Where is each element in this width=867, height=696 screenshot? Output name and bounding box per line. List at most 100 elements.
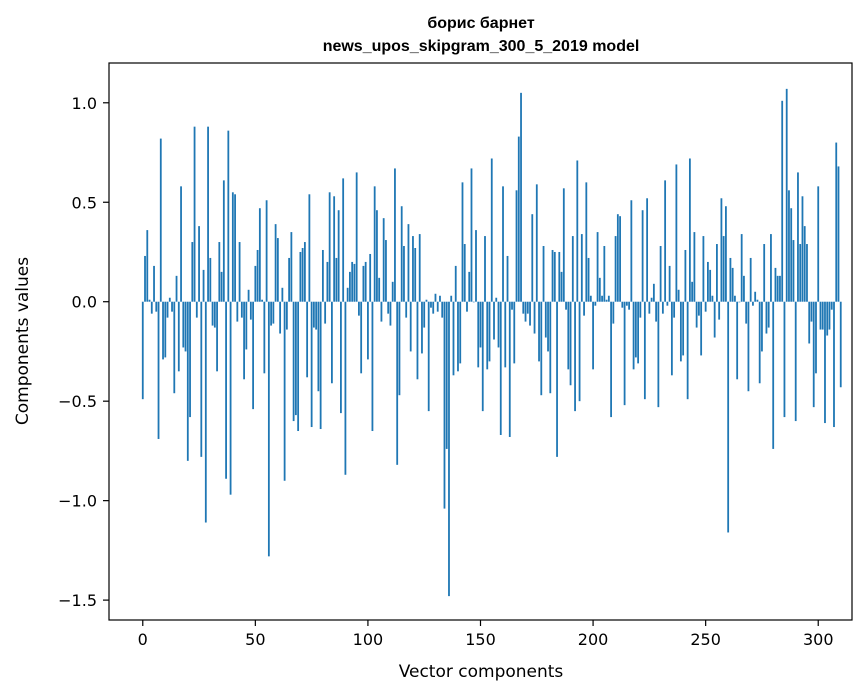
bar (495, 297, 498, 302)
bar (716, 244, 718, 302)
bar (497, 301, 500, 348)
bar (222, 180, 225, 302)
bar (180, 186, 182, 302)
bar (583, 301, 585, 316)
bar (243, 301, 245, 380)
bar (283, 301, 286, 481)
bar (279, 301, 282, 334)
bar (693, 232, 696, 302)
bar (839, 301, 842, 388)
bar (616, 214, 619, 302)
bar (594, 301, 597, 306)
bar (153, 265, 155, 302)
bar (664, 180, 667, 302)
bar (574, 301, 576, 412)
bar (299, 251, 302, 302)
bar (461, 182, 464, 302)
bar (673, 301, 676, 318)
bar (195, 301, 198, 318)
bar (216, 301, 218, 372)
bar (797, 172, 799, 302)
bar (734, 295, 736, 302)
bar (272, 301, 275, 324)
bar (362, 265, 365, 302)
bar (628, 301, 630, 310)
bar (321, 249, 324, 302)
bar (621, 301, 624, 308)
bar (551, 249, 554, 302)
bar (261, 299, 263, 302)
bar (371, 301, 374, 432)
bar (301, 248, 304, 302)
bar (632, 301, 635, 370)
bar (427, 301, 430, 412)
bar (601, 295, 603, 302)
bar (630, 200, 633, 302)
bar (711, 295, 714, 302)
bar (211, 301, 214, 326)
bar (612, 301, 615, 324)
x-tick-label: 300 (803, 630, 834, 649)
bar (828, 301, 831, 330)
bar (553, 251, 556, 302)
y-axis-label: Components values (13, 257, 33, 425)
bar (763, 244, 766, 302)
bar-series (141, 88, 842, 597)
bar (562, 188, 565, 302)
bar (661, 301, 664, 314)
bar (448, 301, 450, 597)
bar (337, 210, 340, 302)
bar (265, 200, 268, 302)
bar (657, 301, 660, 408)
bar (812, 301, 815, 408)
bar (382, 218, 385, 302)
bar (209, 257, 212, 302)
bar (459, 301, 462, 364)
bar (486, 301, 489, 370)
bar (247, 289, 250, 302)
bar (637, 301, 640, 364)
bar (614, 236, 617, 302)
bar (326, 261, 329, 302)
bar (168, 297, 171, 302)
bar (659, 246, 662, 302)
bar (610, 301, 612, 418)
bar (333, 196, 336, 302)
bar (441, 301, 444, 318)
bar (385, 240, 387, 302)
bar (819, 301, 822, 330)
bar (175, 275, 178, 302)
y-tick-label: 0.5 (72, 193, 97, 212)
bar (576, 160, 579, 302)
bar (639, 301, 642, 318)
bar (799, 244, 802, 302)
bar (186, 301, 189, 461)
chart-subtitle: news_upos_skipgram_300_5_2019 model (323, 38, 640, 55)
bar (353, 263, 356, 302)
bar (430, 301, 432, 308)
bar (704, 301, 707, 312)
bar (360, 301, 363, 374)
bar (779, 275, 781, 302)
bar (592, 301, 594, 370)
bar (515, 190, 518, 302)
bar (443, 301, 446, 509)
bar (182, 301, 185, 348)
bar (355, 172, 358, 302)
bar (803, 226, 806, 302)
bar (342, 178, 345, 302)
bar (531, 214, 534, 302)
bar (808, 301, 811, 344)
bar (412, 236, 414, 302)
bar (770, 234, 772, 302)
bar (718, 301, 721, 320)
bar (646, 198, 649, 302)
bar (785, 88, 788, 302)
bar (240, 301, 243, 318)
bar (308, 194, 311, 302)
bar (409, 301, 412, 352)
bar (607, 295, 610, 302)
bar (394, 168, 396, 302)
bar (504, 301, 507, 368)
